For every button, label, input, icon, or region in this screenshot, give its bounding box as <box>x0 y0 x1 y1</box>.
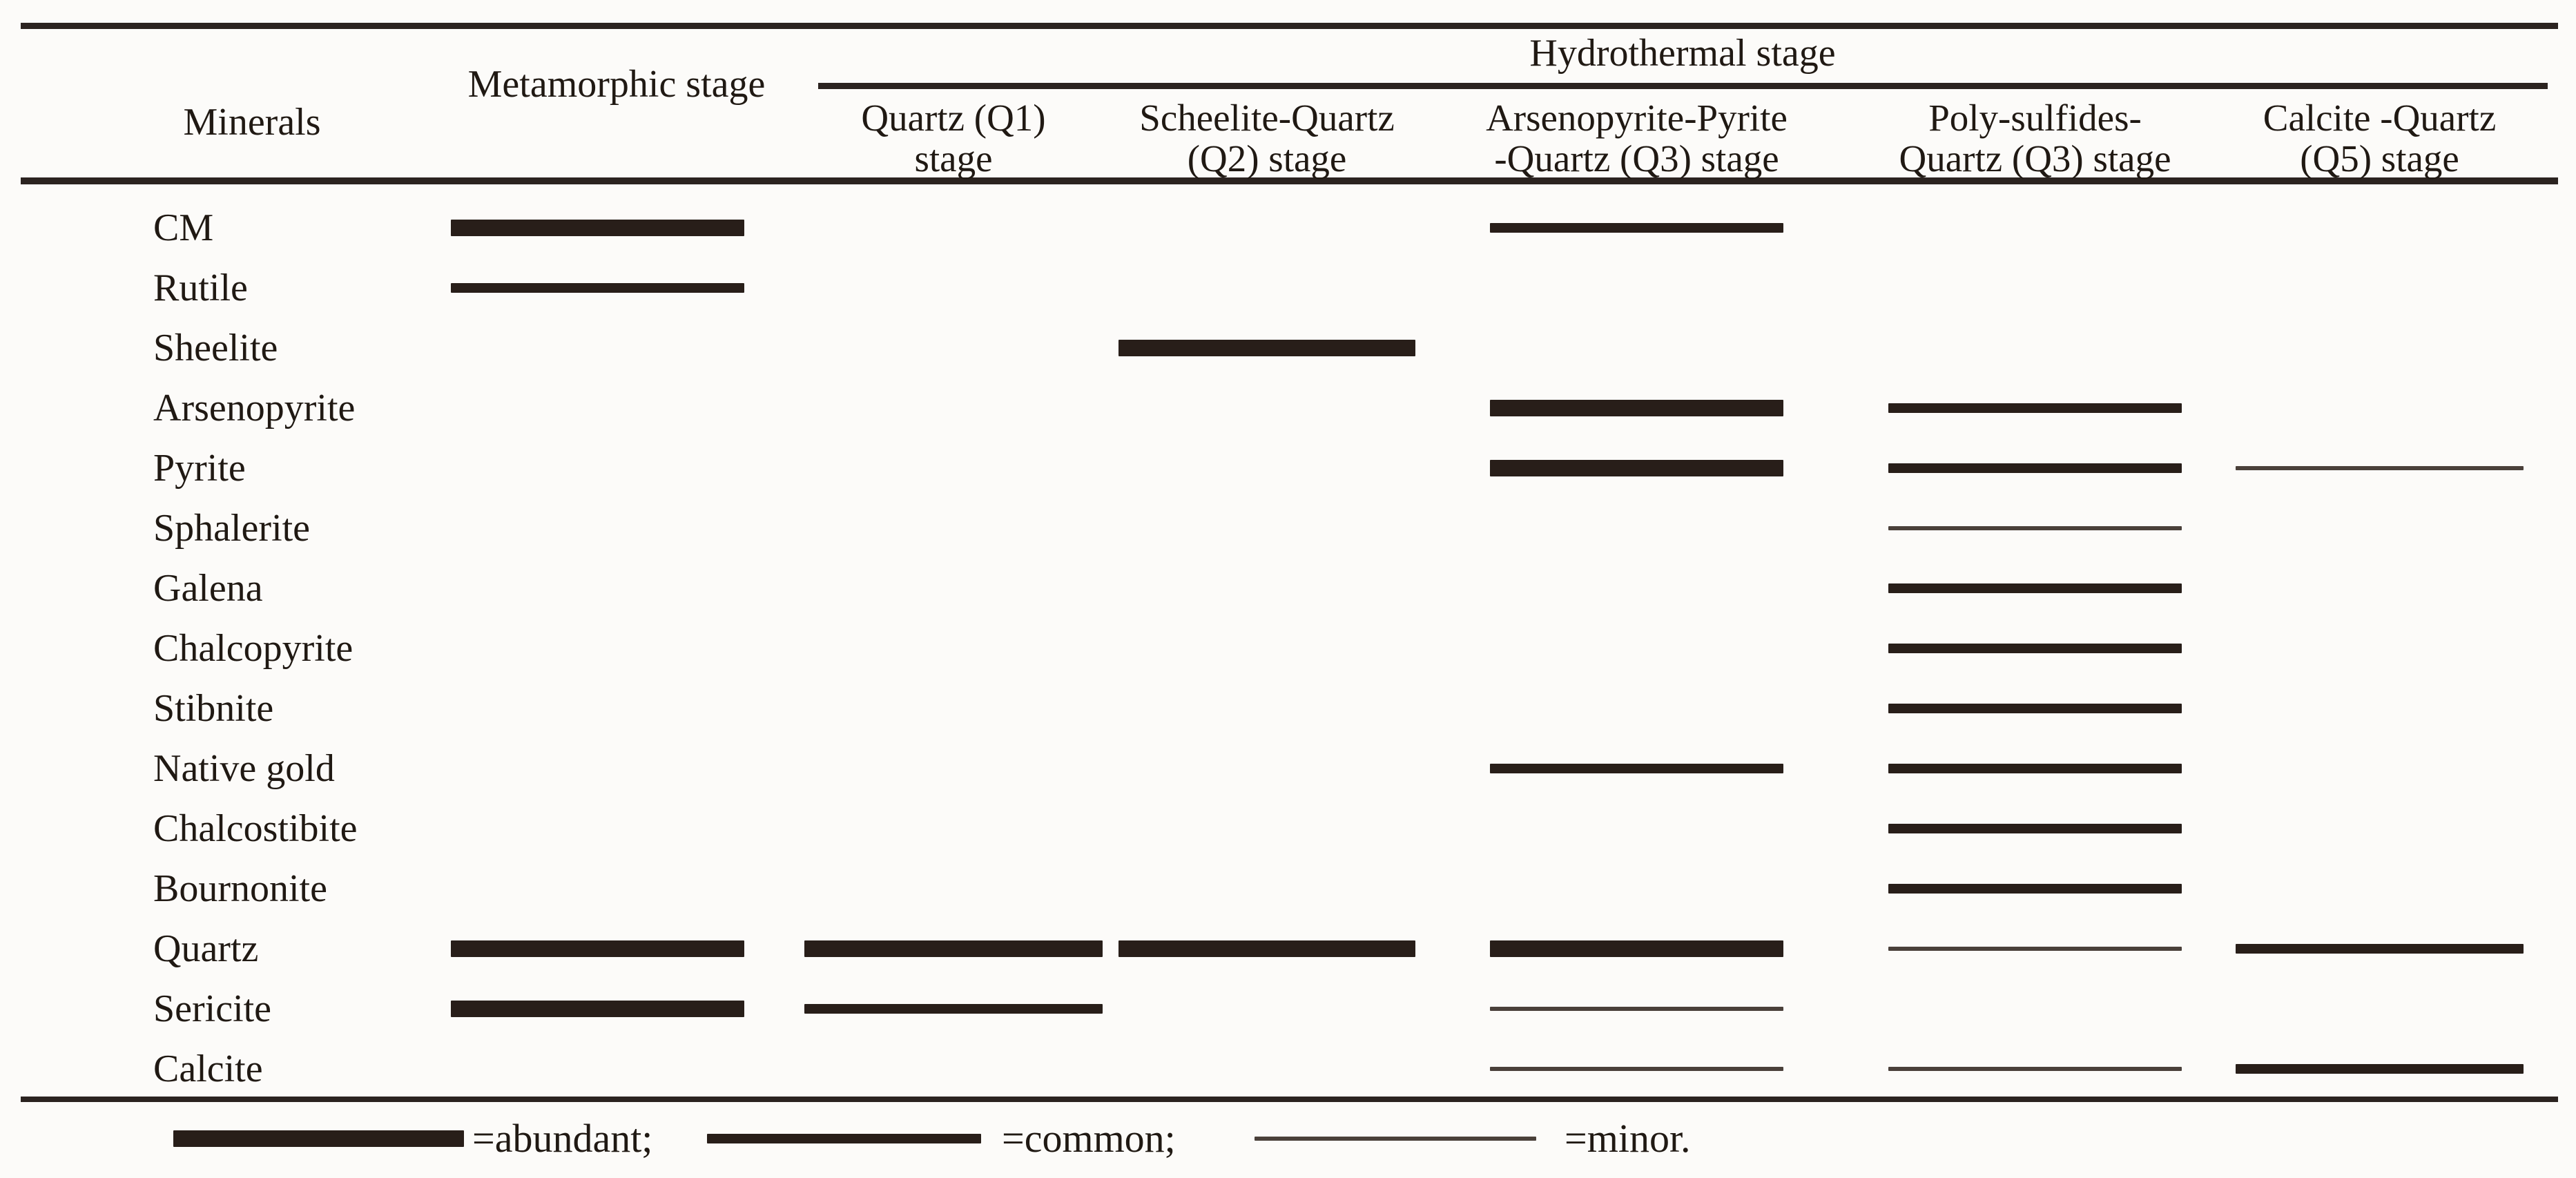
mineral-label: Stibnite <box>153 687 274 730</box>
mineral-label: Bournonite <box>153 867 327 910</box>
substage-header-q3: Arsenopyrite-Pyrite -Quartz (Q3) stage <box>1486 97 1788 179</box>
legend-label-abundant: =abundant; <box>472 1116 653 1161</box>
abundance-bar-q3-common <box>1490 764 1783 773</box>
abundance-bar-q3-abundant <box>1490 940 1783 957</box>
mineral-label: Rutile <box>153 267 248 309</box>
substage-header-line1: Arsenopyrite-Pyrite <box>1486 97 1788 139</box>
abundance-bar-q3-abundant <box>1490 460 1783 476</box>
legend-label-minor: =minor. <box>1565 1116 1691 1161</box>
mineral-label: Arsenopyrite <box>153 387 356 429</box>
mineral-label: Sheelite <box>153 327 278 369</box>
abundance-bar-meta-abundant <box>451 940 744 957</box>
substage-header-q4: Poly-sulfides- Quartz (Q3) stage <box>1899 97 2171 179</box>
substage-header-line1: Poly-sulfides- <box>1928 97 2142 139</box>
mineral-label: Chalcostibite <box>153 807 358 850</box>
substage-header-line2: -Quartz (Q3) stage <box>1494 137 1779 180</box>
abundance-bar-q4-common <box>1888 583 2182 593</box>
abundance-bar-q4-minor <box>1888 526 2182 530</box>
substage-header-line1: Quartz (Q1) <box>861 97 1046 139</box>
abundance-bar-q4-common <box>1888 403 2182 413</box>
header-bottom-rule <box>21 177 2558 184</box>
abundance-bar-q5-common <box>2236 944 2524 954</box>
abundance-bar-q1-abundant <box>804 940 1103 957</box>
hydrothermal-underline-rule <box>818 83 2548 89</box>
abundance-bar-q3-abundant <box>1490 400 1783 416</box>
abundance-bar-q1-common <box>804 1004 1103 1014</box>
abundance-bar-q4-common <box>1888 824 2182 833</box>
mineral-label: Sphalerite <box>153 507 311 550</box>
substage-header-q1: Quartz (Q1) stage <box>861 97 1045 179</box>
mineral-label: Galena <box>153 567 263 610</box>
metamorphic-stage-header: Metamorphic stage <box>467 63 766 106</box>
mineral-label: CM <box>153 206 214 249</box>
mineral-label: Calcite <box>153 1047 263 1090</box>
abundance-bar-q5-minor <box>2236 466 2524 470</box>
minerals-column-header: Minerals <box>183 101 321 144</box>
mineral-label: Sericite <box>153 987 272 1030</box>
substage-header-line2: stage <box>914 137 993 180</box>
abundance-bar-q4-common <box>1888 644 2182 653</box>
mineral-label: Quartz <box>153 927 259 970</box>
abundance-bar-q3-minor <box>1490 1007 1783 1011</box>
abundance-bar-q2-abundant <box>1118 340 1415 356</box>
abundance-bar-meta-abundant <box>451 1001 744 1017</box>
substage-header-q5: Calcite -Quartz (Q5) stage <box>2263 97 2496 179</box>
abundance-bar-q4-common <box>1888 704 2182 713</box>
legend-swatch-minor <box>1255 1137 1536 1141</box>
substage-header-line1: Scheelite-Quartz <box>1139 97 1395 139</box>
mineral-label: Chalcopyrite <box>153 627 354 670</box>
mineral-label: Native gold <box>153 747 335 790</box>
substage-header-line1: Calcite -Quartz <box>2263 97 2497 139</box>
abundance-bar-q4-common <box>1888 764 2182 773</box>
legend-swatch-abundant <box>173 1130 464 1147</box>
abundance-bar-meta-common <box>451 283 744 293</box>
mineral-label: Pyrite <box>153 447 246 490</box>
table-top-rule <box>21 23 2558 29</box>
abundance-bar-q4-common <box>1888 463 2182 473</box>
abundance-bar-q4-minor <box>1888 947 2182 951</box>
substage-header-line2: (Q2) stage <box>1187 137 1347 180</box>
abundance-bar-q4-minor <box>1888 1067 2182 1071</box>
abundance-bar-q3-common <box>1490 223 1783 233</box>
abundance-bar-meta-abundant <box>451 220 744 236</box>
table-bottom-rule <box>21 1097 2558 1102</box>
legend-swatch-common <box>707 1134 981 1143</box>
abundance-bar-q5-common <box>2236 1064 2524 1074</box>
abundance-bar-q4-common <box>1888 884 2182 894</box>
substage-header-line2: Quartz (Q3) stage <box>1899 137 2171 180</box>
substage-header-line2: (Q5) stage <box>2300 137 2459 180</box>
hydrothermal-stage-header: Hydrothermal stage <box>1529 32 1836 75</box>
legend-label-common: =common; <box>1002 1116 1176 1161</box>
abundance-bar-q3-minor <box>1490 1067 1783 1071</box>
substage-header-q2: Scheelite-Quartz (Q2) stage <box>1139 97 1395 179</box>
abundance-bar-q2-abundant <box>1118 940 1415 957</box>
